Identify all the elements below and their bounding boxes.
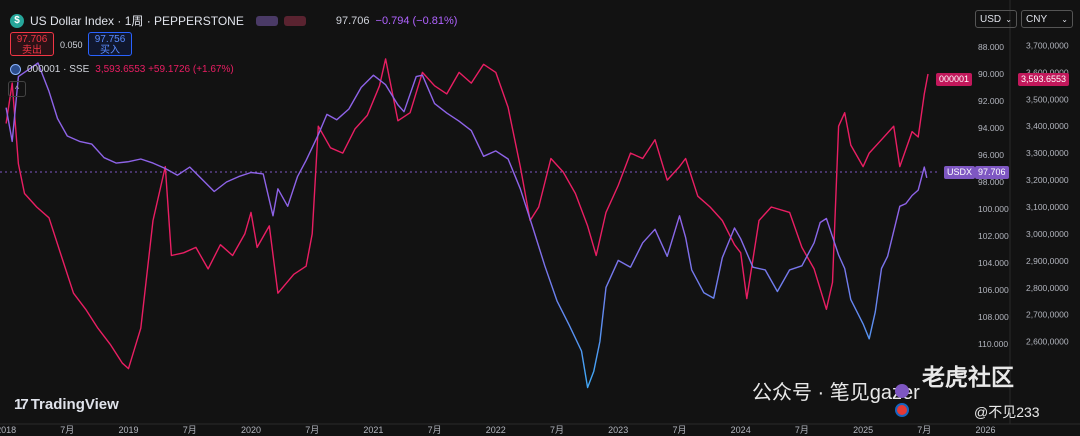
left-axis-tick: 90.000 bbox=[978, 69, 1004, 79]
sell-price: 97.706 bbox=[16, 34, 48, 45]
chevron-down-icon: ⌄ bbox=[1061, 15, 1068, 24]
x-axis-tick: 7月 bbox=[305, 425, 319, 435]
compare-symbol: 000001 · SSE bbox=[27, 64, 90, 75]
left-axis-tick: 98.000 bbox=[978, 177, 1004, 187]
wechat-watermark: 公众号 · 笔见gazer bbox=[752, 382, 920, 404]
lightning-icon[interactable] bbox=[895, 384, 909, 398]
right-axis-tick: 3,500,0000 bbox=[1026, 94, 1069, 104]
buy-button[interactable]: 97.756 买入 bbox=[88, 32, 132, 56]
spread-value: 0.050 bbox=[60, 40, 83, 50]
left-axis-tick: 96.000 bbox=[978, 150, 1004, 160]
compare-values: 3,593.6553 +59.1726 (+1.67%) bbox=[95, 64, 234, 75]
community-watermark: 老虎社区 bbox=[922, 364, 1014, 390]
x-axis-tick: 2021 bbox=[363, 425, 383, 435]
last-price: 97.706 bbox=[335, 14, 370, 27]
left-axis-tick: 108.000 bbox=[978, 312, 1009, 322]
collapse-legend-icon[interactable]: ^ bbox=[8, 81, 26, 97]
user-watermark: @不见233 bbox=[974, 404, 1040, 420]
right-axis-currency-select[interactable]: CNY ⌄ bbox=[1021, 10, 1073, 28]
x-axis-tick: 7月 bbox=[60, 425, 74, 435]
series-sse-line[interactable] bbox=[5, 58, 929, 370]
x-axis-tick: 2022 bbox=[486, 425, 506, 435]
right-axis-tick: 2,600,0000 bbox=[1026, 337, 1069, 347]
buy-price: 97.756 bbox=[94, 34, 126, 45]
sse-name-tag: 000001 bbox=[936, 73, 973, 86]
left-axis-tick: 104.000 bbox=[978, 258, 1009, 268]
x-axis-tick: 7月 bbox=[428, 425, 442, 435]
usdx-name-tag: USDX bbox=[944, 166, 976, 179]
toggle-icon[interactable] bbox=[255, 15, 278, 26]
right-axis-tick: 3,700,0000 bbox=[1026, 40, 1069, 50]
right-axis-tick: 3,400,0000 bbox=[1026, 121, 1069, 131]
us-flag-icon[interactable] bbox=[895, 403, 909, 417]
right-axis-tick: 2,900,0000 bbox=[1026, 256, 1069, 266]
x-axis-tick: 7月 bbox=[917, 425, 931, 435]
right-axis-tick: 3,600,0000 bbox=[1026, 67, 1069, 77]
x-axis-tick: 7月 bbox=[183, 425, 197, 435]
sse-price-tag: 3,593.6553 bbox=[1018, 73, 1070, 86]
left-axis-tick: 110.000 bbox=[978, 339, 1008, 349]
left-axis-tick: 94.000 bbox=[978, 123, 1004, 133]
right-currency-value: CNY bbox=[1026, 14, 1048, 25]
tradingview-logo: 17 TradingView bbox=[14, 396, 119, 413]
left-axis-tick: 100.000 bbox=[978, 204, 1009, 214]
right-axis-tick: 3,100,0000 bbox=[1026, 202, 1069, 212]
x-axis-tick: 2020 bbox=[241, 425, 261, 435]
right-axis-tick: 3,200,0000 bbox=[1026, 175, 1069, 185]
sell-button[interactable]: 97.706 卖出 bbox=[10, 32, 54, 56]
tv-logo-icon: 17 bbox=[14, 396, 29, 413]
right-axis-tick: 2,800,0000 bbox=[1026, 283, 1069, 293]
left-axis-tick: 88.000 bbox=[978, 42, 1004, 52]
left-axis-tick: 102.000 bbox=[978, 231, 1009, 241]
left-currency-value: USD bbox=[980, 14, 1002, 25]
x-axis-tick: 7月 bbox=[672, 425, 686, 435]
left-axis-tick: 92.000 bbox=[978, 96, 1004, 106]
symbol-header[interactable]: $ US Dollar Index · 1周 · PEPPERSTONE 97.… bbox=[10, 12, 457, 29]
series-usdx-line[interactable] bbox=[5, 62, 928, 389]
x-axis-tick: 2024 bbox=[731, 425, 751, 435]
x-axis-tick: 2023 bbox=[608, 425, 628, 435]
dollar-icon: $ bbox=[10, 13, 24, 28]
price-change: −0.794 (−0.81%) bbox=[375, 14, 458, 27]
compare-symbol-icon bbox=[10, 64, 21, 75]
left-axis-currency-select[interactable]: USD ⌄ bbox=[975, 10, 1017, 28]
x-axis-tick: 2019 bbox=[118, 425, 138, 435]
tv-logo-text: TradingView bbox=[30, 396, 119, 413]
compare-legend[interactable]: 000001 · SSE 3,593.6553 +59.1726 (+1.67%… bbox=[10, 64, 234, 75]
sell-label: 卖出 bbox=[22, 45, 42, 56]
right-axis-tick: 3,000,0000 bbox=[1026, 229, 1069, 239]
flag-icon[interactable] bbox=[283, 15, 306, 26]
buy-label: 买入 bbox=[100, 45, 120, 56]
x-axis-tick: 2026 bbox=[975, 425, 995, 435]
x-axis-tick: 2018 bbox=[0, 425, 16, 435]
x-axis-tick: 7月 bbox=[550, 425, 564, 435]
usdx-price-tag: 97.706 bbox=[975, 166, 1009, 179]
right-axis-tick: 2,700,0000 bbox=[1026, 310, 1069, 320]
left-axis-tick: 106.000 bbox=[978, 285, 1009, 295]
right-axis-tick: 3,300,0000 bbox=[1026, 148, 1069, 158]
x-axis-tick: 7月 bbox=[795, 425, 809, 435]
symbol-title: US Dollar Index · 1周 · PEPPERSTONE bbox=[30, 14, 244, 28]
chevron-down-icon: ⌄ bbox=[1005, 15, 1012, 24]
x-axis-tick: 2025 bbox=[853, 425, 873, 435]
